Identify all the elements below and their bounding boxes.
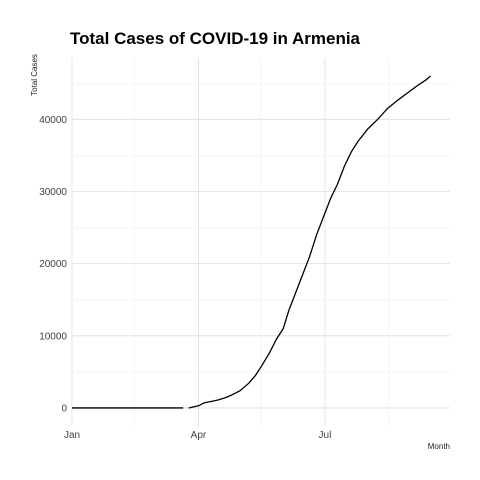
y-tick-label: 0 bbox=[61, 403, 67, 414]
x-axis-title: Month bbox=[428, 442, 450, 451]
y-axis-title: Total Cases bbox=[30, 54, 39, 96]
y-tick-label: 40000 bbox=[39, 115, 67, 126]
x-tick-labels: Jan Apr Jul bbox=[64, 430, 331, 441]
series-layer bbox=[72, 75, 431, 409]
x-tick-label: Jul bbox=[319, 430, 332, 441]
chart-title: Total Cases of COVID-19 in Armenia bbox=[70, 29, 361, 48]
x-tick-label: Jan bbox=[64, 430, 80, 441]
grid-lines bbox=[71, 58, 450, 426]
x-tick-label: Apr bbox=[191, 430, 207, 441]
y-tick-label: 20000 bbox=[39, 259, 67, 270]
y-tick-label: 30000 bbox=[39, 187, 67, 198]
y-tick-labels: 0 10000 20000 30000 40000 bbox=[39, 115, 67, 415]
series-line-segment bbox=[188, 75, 431, 409]
y-tick-label: 10000 bbox=[39, 331, 67, 342]
